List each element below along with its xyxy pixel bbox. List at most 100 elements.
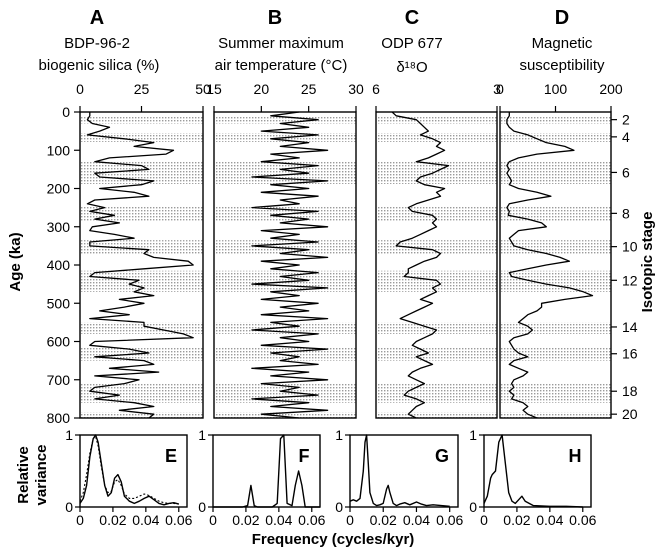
shaded-band-c-9: [376, 412, 497, 418]
shaded-band-d-9: [500, 412, 611, 418]
series-line-b: [251, 111, 329, 419]
plot-frame-b: [213, 111, 357, 419]
x-tick-label-a-2: 50: [195, 81, 211, 97]
age-tick-label-7: 700: [47, 372, 71, 388]
relative-variance-label-line1: Relative: [15, 446, 32, 504]
plot-frame-c: [375, 111, 498, 419]
panel-c-title-line1: ODP 677: [381, 35, 442, 52]
shaded-band-a-3: [80, 205, 203, 222]
stage-tick-label-2: 6: [622, 164, 630, 180]
variance-tick-label-h-0: 0: [469, 499, 477, 515]
x-tick-label-a-1: 25: [134, 81, 150, 97]
freq-tick-label-g-2: 0.04: [403, 512, 430, 528]
shaded-band-c-6: [376, 322, 497, 334]
x-tick-label-c-0: 6: [372, 81, 380, 97]
shaded-band-d-1: [500, 133, 611, 142]
isotopic-stage-axis-label: Isotopic stage: [639, 212, 656, 313]
age-tick-label-0: 0: [62, 104, 70, 120]
variance-tick-label-g-0: 0: [335, 499, 343, 515]
spectrum-panel-letter-g: G: [435, 446, 449, 466]
age-tick-label-2: 200: [47, 181, 71, 197]
shaded-band-c-3: [376, 205, 497, 222]
x-tick-label-b-2: 25: [301, 81, 317, 97]
freq-tick-label-f-1: 0.02: [232, 512, 259, 528]
shaded-band-b-3: [214, 205, 356, 222]
stage-tick-label-4: 10: [622, 239, 638, 255]
freq-tick-label-e-0: 0: [76, 512, 84, 528]
series-line-c: [391, 111, 450, 419]
shaded-band-a-8: [80, 383, 203, 403]
age-tick-label-5: 500: [47, 295, 71, 311]
shaded-band-c-7: [376, 347, 497, 361]
variance-tick-label-g-1: 1: [335, 427, 343, 443]
panel-a-title-line1: BDP-96-2: [64, 35, 130, 52]
shaded-band-a-9: [80, 412, 203, 418]
series-line-a: [86, 112, 194, 419]
shaded-band-c-2: [376, 160, 497, 184]
shaded-band-a-5: [80, 270, 203, 292]
shaded-band-c-1: [376, 133, 497, 142]
x-tick-label-d-1: 100: [544, 81, 568, 97]
shaded-band-d-7: [500, 347, 611, 361]
freq-tick-label-g-3: 0.06: [436, 512, 463, 528]
age-tick-label-4: 400: [47, 257, 71, 273]
shaded-band-d-0: [500, 116, 611, 124]
freq-tick-label-h-2: 0.04: [536, 512, 563, 528]
stage-tick-label-6: 14: [622, 319, 638, 335]
shaded-band-d-5: [500, 270, 611, 292]
shaded-band-c-5: [376, 270, 497, 292]
x-tick-label-b-1: 20: [254, 81, 270, 97]
shaded-band-d-4: [500, 240, 611, 255]
shaded-band-b-4: [214, 240, 356, 255]
spectrum-line-f-solid: [213, 434, 320, 508]
shaded-band-d-2: [500, 160, 611, 184]
age-tick-label-1: 100: [47, 142, 71, 158]
shaded-band-a-4: [80, 240, 203, 255]
x-tick-label-c-1: 3: [493, 81, 501, 97]
spectrum-frame-g: [349, 434, 459, 508]
shaded-band-b-9: [214, 412, 356, 418]
x-tick-label-d-2: 200: [599, 81, 623, 97]
x-tick-label-b-0: 15: [206, 81, 222, 97]
stage-tick-label-9: 20: [622, 406, 638, 422]
freq-tick-label-h-0: 0: [480, 512, 488, 528]
spectrum-panel-letter-e: E: [165, 446, 177, 466]
spectrum-line-h-solid: [483, 434, 583, 508]
stage-tick-label-5: 12: [622, 272, 638, 288]
panel-a-title-line2: biogenic silica (%): [39, 57, 160, 74]
stage-tick-label-8: 18: [622, 383, 638, 399]
variance-tick-label-e-0: 0: [65, 499, 73, 515]
panel-a-letter: A: [90, 7, 104, 29]
shaded-band-d-3: [500, 205, 611, 222]
variance-tick-label-e-1: 1: [65, 427, 73, 443]
frequency-axis-label: Frequency (cycles/kyr): [252, 531, 415, 548]
freq-tick-label-f-3: 0.06: [298, 512, 325, 528]
age-tick-label-3: 300: [47, 219, 71, 235]
variance-tick-label-h-1: 1: [469, 427, 477, 443]
shaded-band-c-8: [376, 383, 497, 403]
panel-b-letter: B: [268, 7, 282, 29]
panel-b-title-line1: Summer maximum: [218, 35, 344, 52]
freq-tick-label-g-1: 0.02: [370, 512, 397, 528]
panel-c-letter: C: [405, 7, 419, 29]
age-tick-label-8: 800: [47, 410, 71, 426]
panel-c-title-line2: δ¹⁸O: [396, 59, 427, 76]
freq-tick-label-h-3: 0.06: [569, 512, 596, 528]
freq-tick-label-e-2: 0.04: [132, 512, 159, 528]
panel-d-letter: D: [555, 7, 569, 29]
freq-tick-label-h-1: 0.02: [503, 512, 530, 528]
shaded-band-c-0: [376, 116, 497, 124]
relative-variance-label-line2: variance: [33, 445, 50, 506]
spectrum-line-e-dotted: [79, 435, 179, 505]
shaded-band-b-0: [214, 116, 356, 124]
panel-d-title-line1: Magnetic: [532, 35, 593, 52]
panel-d-title-line2: susceptibility: [519, 57, 605, 74]
shaded-band-b-8: [214, 383, 356, 403]
shaded-band-d-8: [500, 383, 611, 403]
spectrum-frame-h: [483, 434, 592, 508]
x-tick-label-d-0: 0: [496, 81, 504, 97]
x-tick-label-b-3: 30: [348, 81, 364, 97]
stage-tick-label-7: 16: [622, 346, 638, 362]
